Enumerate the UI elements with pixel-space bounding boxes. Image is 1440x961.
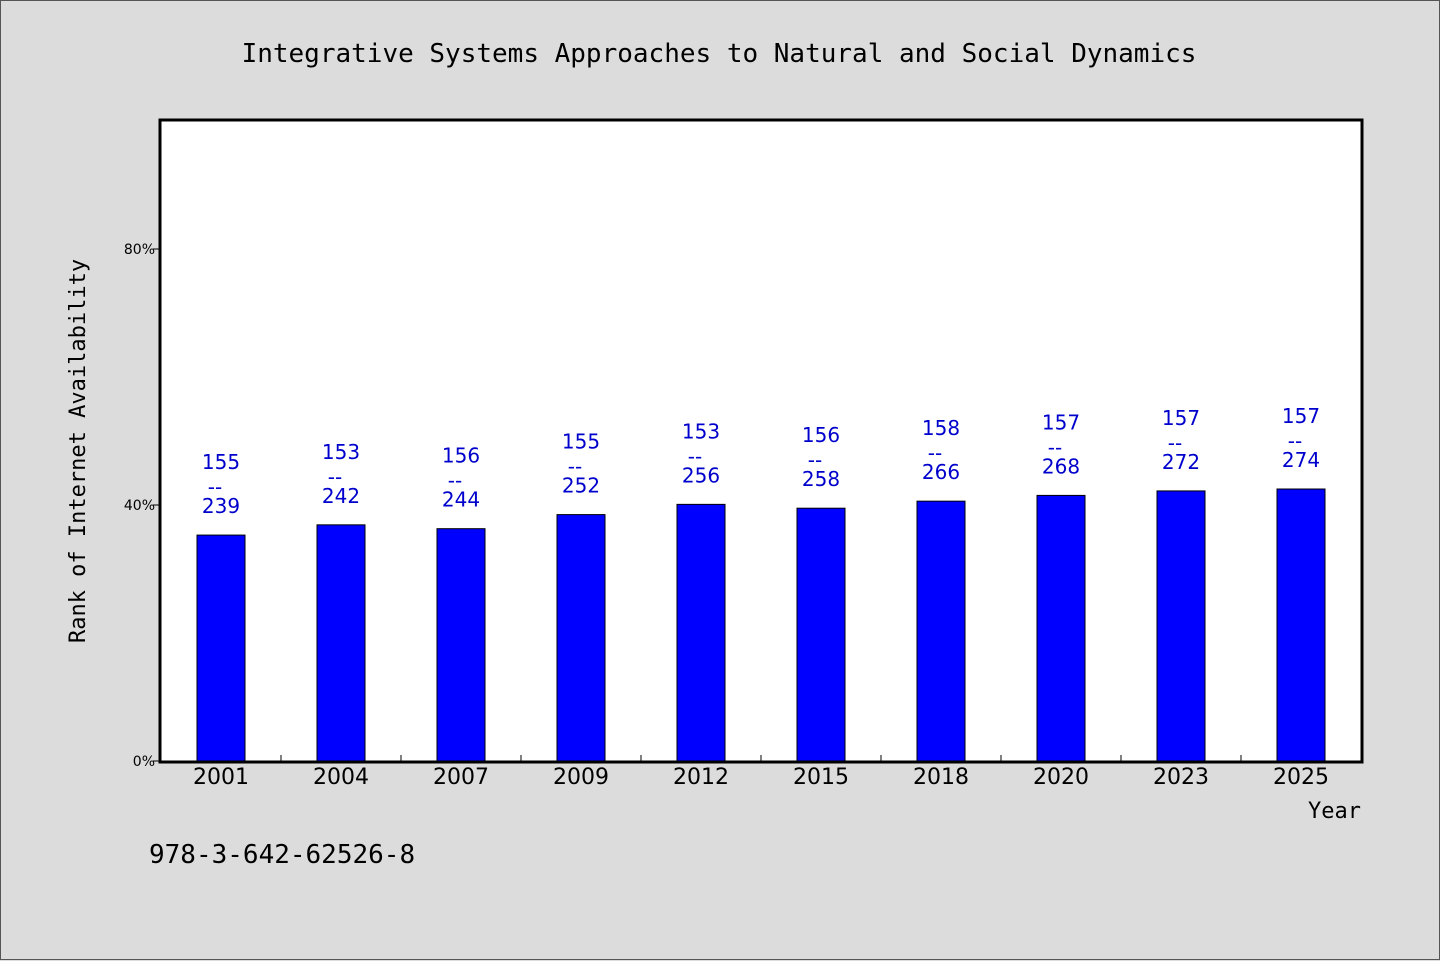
chart-title: Integrative Systems Approaches to Natura… (242, 39, 1197, 69)
x-tick-label: 2015 (793, 765, 849, 790)
data-label-group: 157--272 (1162, 406, 1200, 474)
data-label-top: 155 (562, 430, 600, 454)
data-label-group: 156--244 (442, 444, 480, 512)
data-label-top: 158 (922, 416, 960, 440)
bar (436, 528, 486, 762)
data-label-bottom: 242 (322, 484, 360, 508)
data-label-separator: -- (568, 455, 582, 479)
x-tick-label: 2020 (1033, 765, 1089, 790)
x-tick-label: 2007 (433, 765, 489, 790)
data-label-separator: -- (448, 469, 462, 493)
x-tick-label: 2012 (673, 765, 729, 790)
data-label-top: 157 (1162, 406, 1200, 430)
data-label-group: 157--274 (1282, 404, 1320, 472)
data-label-top: 155 (202, 450, 240, 474)
x-tick-label: 2009 (553, 765, 609, 790)
data-label-separator: -- (208, 475, 222, 499)
data-label-separator: -- (688, 444, 702, 468)
data-label-group: 157--268 (1042, 410, 1080, 478)
data-label-group: 158--266 (922, 416, 960, 484)
data-label-bottom: 258 (802, 467, 840, 491)
data-label-bottom: 268 (1042, 454, 1080, 478)
data-label-top: 156 (802, 423, 840, 447)
data-label-bottom: 244 (442, 488, 480, 512)
x-tick-label: 2004 (313, 765, 369, 790)
data-label-bottom: 266 (922, 460, 960, 484)
data-label-top: 157 (1282, 404, 1320, 428)
x-tick-label: 2018 (913, 765, 969, 790)
bar (1276, 488, 1326, 762)
bar (916, 500, 966, 762)
data-label-separator: -- (328, 465, 342, 489)
y-tick-label: 40% (124, 498, 155, 514)
y-axis: 0% 40% 80% (124, 242, 161, 770)
data-label-top: 153 (322, 440, 360, 464)
y-axis-label: Rank of Internet Availability (66, 259, 91, 643)
x-axis-label: Year (1308, 799, 1361, 824)
data-label-group: 155--252 (562, 430, 600, 498)
data-label-bottom: 252 (562, 474, 600, 498)
y-tick-label: 0% (133, 754, 155, 770)
y-tick-label: 80% (124, 242, 155, 258)
x-tick-label: 2001 (193, 765, 249, 790)
footer-isbn: 978-3-642-62526-8 (149, 840, 415, 870)
data-label-separator: -- (1288, 429, 1302, 453)
data-label-bottom: 272 (1162, 450, 1200, 474)
data-label-separator: -- (808, 448, 822, 472)
data-label-group: 153--242 (322, 440, 360, 508)
data-labels: 155--239153--242156--244155--252153--256… (202, 404, 1320, 518)
bar (556, 514, 606, 762)
bar (1036, 494, 1086, 762)
bar (796, 507, 846, 762)
data-label-top: 157 (1042, 410, 1080, 434)
data-label-top: 156 (442, 444, 480, 468)
bar (196, 534, 246, 762)
data-label-group: 156--258 (802, 423, 840, 491)
x-tick-label: 2025 (1273, 765, 1329, 790)
data-label-top: 153 (682, 419, 720, 443)
data-label-group: 153--256 (682, 419, 720, 487)
data-label-group: 155--239 (202, 450, 240, 518)
data-label-separator: -- (928, 441, 942, 465)
data-label-bottom: 274 (1282, 448, 1320, 472)
data-label-separator: -- (1168, 431, 1182, 455)
bar-series (196, 488, 1326, 762)
data-label-bottom: 239 (202, 494, 240, 518)
x-tick-label: 2023 (1153, 765, 1209, 790)
data-label-separator: -- (1048, 435, 1062, 459)
bar (1156, 490, 1206, 762)
x-axis: 2001 2004 2007 2009 2012 2015 2018 2020 2023 2025 (193, 755, 1329, 790)
data-label-bottom: 256 (682, 463, 720, 487)
bar (676, 503, 726, 762)
bar (316, 524, 366, 762)
